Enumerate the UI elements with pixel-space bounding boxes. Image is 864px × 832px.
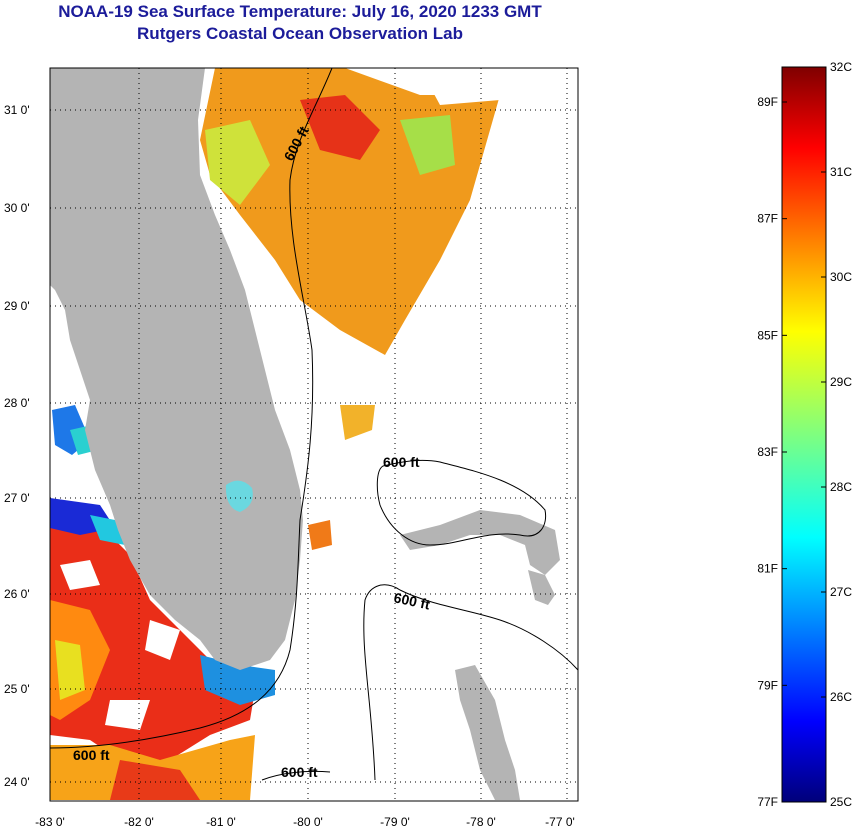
cloud-gap-3 [105, 700, 150, 730]
lon-label-78: -78 0' [466, 815, 496, 829]
colorbar-label-celsius: 30C [830, 270, 852, 284]
colorbar-label-celsius: 29C [830, 375, 852, 389]
lon-label-79: -79 0' [380, 815, 410, 829]
sst-patch-atlantic-red [300, 95, 380, 160]
lake-okeechobee [225, 480, 253, 512]
colorbar-gradient [781, 66, 827, 803]
sst-patch-naples-cyan [90, 515, 125, 545]
contour-great-bahama [363, 584, 578, 781]
colorbar-label-celsius: 27C [830, 585, 852, 599]
sst-patch-gulf-south-red [110, 760, 200, 800]
cloud-gap-2 [145, 620, 180, 660]
contour-label-great-bahama: 600 ft [392, 589, 431, 612]
contour-cuba-shelf [261, 770, 331, 781]
sst-imagery [50, 68, 500, 800]
abaco-island [528, 570, 555, 605]
lat-label-24: 24 0' [4, 775, 30, 789]
contour-florida-shelf [50, 68, 333, 749]
lat-label-27: 27 0' [4, 491, 30, 505]
andros-island [455, 665, 520, 800]
lat-label-29: 29 0' [4, 299, 30, 313]
isobath-contours [50, 68, 578, 781]
contour-label-cuba: 600 ft [281, 764, 318, 780]
temperature-colorbar: 32C 31C 30C 29C 28C 27C 26C 25C 89F 87F 85F 83F 81F 7… [757, 60, 852, 809]
sst-patch-atlantic-green [400, 115, 455, 175]
lon-label-83: -83 0' [35, 815, 65, 829]
florida-land [50, 68, 303, 670]
colorbar-label-fahrenheit: 85F [757, 328, 778, 342]
colorbar-label-celsius: 32C [830, 60, 852, 74]
colorbar-label-fahrenheit: 89F [757, 95, 778, 109]
colorbar-label-fahrenheit: 83F [757, 445, 778, 459]
contour-label-florida-keys: 600 ft [73, 747, 110, 763]
contour-little-bahama [376, 459, 547, 546]
lon-label-77: -77 0' [545, 815, 575, 829]
lat-label-26: 26 0' [4, 587, 30, 601]
sst-patch-gulf-yellow [55, 640, 85, 700]
graticule [49, 68, 578, 801]
colorbar-label-fahrenheit: 87F [757, 212, 778, 226]
grand-bahama [400, 510, 560, 575]
colorbar-label-celsius: 25C [830, 795, 852, 809]
land-masses [50, 68, 560, 800]
sst-map[interactable]: 31 0' 30 0' 29 0' 28 0' 27 0' 26 0' 25 0… [0, 0, 600, 832]
lat-label-28: 28 0' [4, 396, 30, 410]
colorbar-label-celsius: 26C [830, 690, 852, 704]
sst-patch-gulfstream [308, 520, 332, 550]
map-frame [49, 67, 579, 802]
colorbar-ticks: 32C 31C 30C 29C 28C 27C 26C 25C 89F 87F 85F 83F 81F 7… [757, 60, 852, 809]
colorbar-label-fahrenheit: 77F [757, 795, 778, 809]
sst-patch-atlantic-east [420, 68, 500, 105]
lat-label-25: 25 0' [4, 682, 30, 696]
lon-label-80: -80 0' [293, 815, 323, 829]
colorbar-label-fahrenheit: 79F [757, 678, 778, 692]
lat-label-30: 30 0' [4, 201, 30, 215]
colorbar-label-fahrenheit: 81F [757, 562, 778, 576]
sst-patch-offshore [340, 405, 375, 440]
sst-patch-keys [200, 655, 275, 705]
colorbar-label-celsius: 28C [830, 480, 852, 494]
map-subtitle: Rutgers Coastal Ocean Observation Lab [137, 24, 463, 43]
lon-label-82: -82 0' [124, 815, 154, 829]
colorbar-label-celsius: 31C [830, 165, 852, 179]
lat-label-31: 31 0' [4, 103, 30, 117]
lon-label-81: -81 0' [206, 815, 236, 829]
map-title: NOAA-19 Sea Surface Temperature: July 16… [58, 2, 542, 21]
contour-label-bahama-bank: 600 ft [383, 454, 420, 470]
cloud-gap-1 [60, 560, 100, 590]
